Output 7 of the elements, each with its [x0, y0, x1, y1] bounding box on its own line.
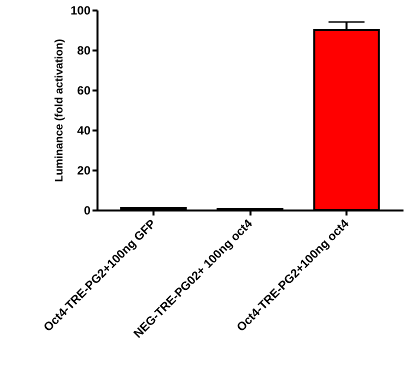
y-tick-label: 100 [70, 4, 91, 18]
y-tick-label: 20 [77, 164, 91, 178]
y-axis-title: Luminance (fold activation) [53, 38, 66, 182]
y-tick-label: 80 [77, 44, 91, 58]
y-tick-label: 60 [77, 84, 91, 98]
y-tick-label: 0 [84, 204, 91, 218]
y-tick-label: 40 [77, 124, 91, 138]
